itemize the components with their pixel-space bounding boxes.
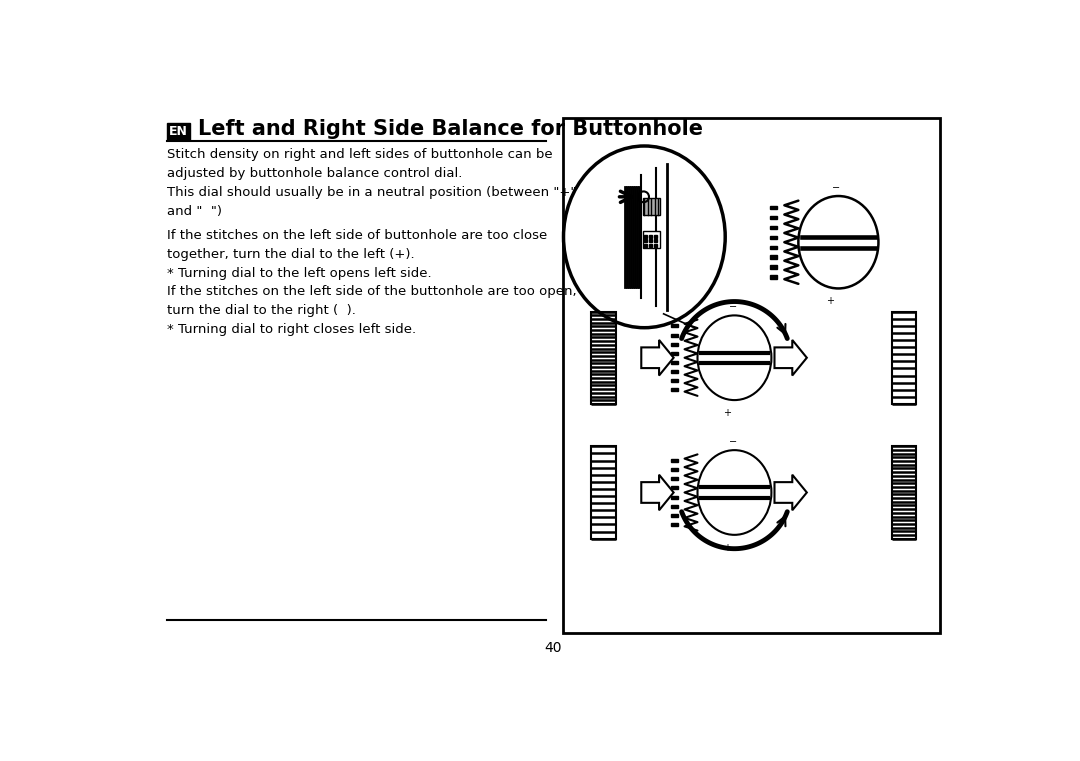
Ellipse shape [698,451,771,535]
Bar [672,523,678,526]
Polygon shape [642,475,674,511]
Text: Stitch density on right and left sides of buttonhole can be
adjusted by buttonho: Stitch density on right and left sides o… [167,148,553,180]
Bar [653,234,657,237]
Bar [672,333,678,336]
Bar [672,352,678,355]
Bar [167,123,190,140]
Polygon shape [774,340,807,375]
Text: 40: 40 [544,641,563,655]
Bar [672,370,678,373]
Bar [672,379,678,382]
Text: −: − [729,437,737,447]
Bar [770,256,778,259]
Text: +: + [826,296,835,306]
Ellipse shape [698,315,771,400]
Bar [563,118,940,632]
Bar [645,244,647,247]
Bar [672,505,678,508]
Ellipse shape [564,146,725,328]
Bar [643,199,660,215]
Bar [649,239,652,242]
Bar [770,236,778,239]
Bar [672,514,678,517]
Bar [770,275,778,279]
Bar [672,486,678,489]
Bar [770,216,778,219]
Bar [649,244,652,247]
Text: −: − [729,302,737,312]
Bar [645,234,647,237]
Polygon shape [774,475,807,511]
Text: If the stitches on the left side of buttonhole are too close
together, turn the : If the stitches on the left side of butt… [167,229,548,280]
Ellipse shape [798,196,878,288]
Bar [672,477,678,480]
Bar [770,206,778,209]
Bar [770,246,778,249]
Text: +: + [723,408,731,418]
Polygon shape [642,340,674,375]
Bar [770,226,778,229]
Text: This dial should usually be in a neutral position (between "+"
and "  "): This dial should usually be in a neutral… [167,186,577,218]
Bar [672,468,678,471]
Text: +: + [723,543,731,552]
Bar [653,239,657,242]
Bar [591,446,616,539]
Bar [672,388,678,391]
Text: EN: EN [170,125,188,138]
Bar [672,342,678,345]
Bar [643,231,660,248]
Bar [891,311,916,404]
Bar [770,266,778,269]
Bar [672,361,678,364]
Text: −: − [833,183,840,193]
Text: Left and Right Side Balance for Buttonhole: Left and Right Side Balance for Buttonho… [198,119,703,139]
Bar [649,234,652,237]
Bar [672,495,678,498]
Bar [591,311,616,404]
Bar [672,324,678,327]
Text: If the stitches on the left side of the buttonhole are too open,
turn the dial t: If the stitches on the left side of the … [167,285,577,336]
Bar [653,244,657,247]
Bar [645,239,647,242]
Bar [672,459,678,462]
Bar [891,446,916,539]
